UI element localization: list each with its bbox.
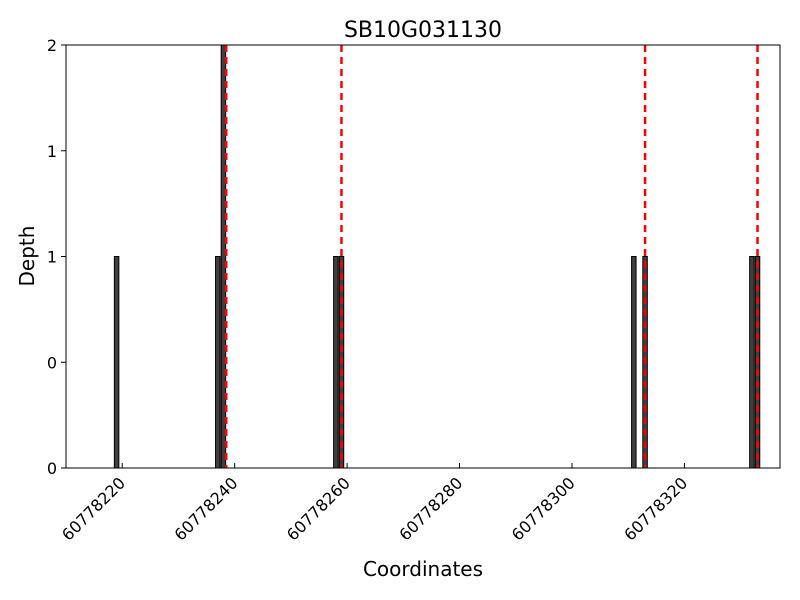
x-tick-label-2: 60778260 bbox=[283, 473, 354, 544]
reference-lines-group bbox=[224, 45, 759, 468]
bar-3 bbox=[333, 256, 339, 469]
chart-title: SB10G031130 bbox=[344, 18, 502, 43]
x-tick-label-3: 60778280 bbox=[395, 473, 466, 544]
y-axis-ticks: 0 0 1 1 2 bbox=[47, 36, 66, 478]
y-tick-label-4: 2 bbox=[47, 36, 57, 55]
x-axis-ticks: 60778220 60778240 60778260 60778280 60778300… bbox=[58, 463, 691, 544]
bar-1 bbox=[215, 256, 221, 469]
y-axis-title: Depth bbox=[15, 226, 39, 287]
y-tick-label-3: 1 bbox=[47, 142, 57, 161]
bar-7 bbox=[749, 256, 755, 469]
y-tick-label-1: 0 bbox=[47, 353, 57, 372]
x-tick-label-0: 60778220 bbox=[58, 473, 129, 544]
y-tick-label-2: 1 bbox=[47, 248, 57, 267]
bar-0 bbox=[113, 256, 120, 469]
x-tick-label-5: 60778320 bbox=[620, 473, 691, 544]
plot-frame bbox=[65, 44, 781, 469]
bar-5 bbox=[631, 256, 637, 469]
x-tick-label-1: 60778240 bbox=[170, 473, 241, 544]
x-axis-title: Coordinates bbox=[363, 557, 483, 581]
bars-group bbox=[113, 44, 761, 469]
y-tick-label-0: 0 bbox=[47, 459, 57, 478]
x-tick-label-4: 60778300 bbox=[508, 473, 579, 544]
